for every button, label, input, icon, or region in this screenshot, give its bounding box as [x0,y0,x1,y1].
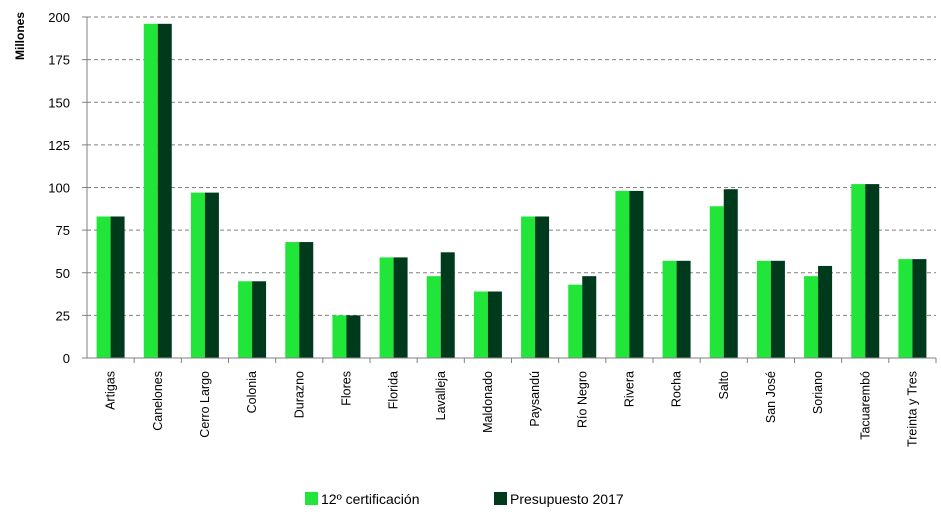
bar [770,260,785,358]
y-tick-label: 25 [56,308,70,323]
y-tick-label: 50 [56,266,70,281]
bar [393,257,408,358]
bar [379,257,394,358]
y-tick-label: 200 [48,10,70,25]
x-tick-label: Colonia [245,371,259,413]
x-tick-label: Treinta y Tres [905,371,919,447]
bar [285,242,300,358]
bar [851,184,866,358]
legend-label: Presupuesto 2017 [510,491,624,507]
bar [582,276,597,358]
bar [96,216,111,358]
y-tick-label: 0 [63,351,70,366]
legend-swatch [305,492,318,505]
x-tick-label: Canelones [151,371,165,431]
y-tick-label: 75 [56,223,70,238]
bar [756,260,771,358]
bar [818,265,833,358]
y-tick-label: 150 [48,95,70,110]
bar [865,184,880,358]
x-tick-label: Maldonado [481,371,495,433]
bar [190,192,205,358]
bar [204,192,219,358]
y-axis-label: Millones [13,12,27,60]
bar [629,190,644,358]
x-tick-label: Río Negro [575,371,589,428]
bar [568,284,583,358]
bar [332,315,347,358]
x-tick-label: Lavalleja [434,371,448,420]
legend-label: 12º certificación [321,491,420,507]
bar [615,190,630,358]
bar [709,206,724,358]
x-tick-label: Cerro Largo [198,371,212,438]
bar [487,291,502,358]
y-tick-label: 100 [48,181,70,196]
bar [157,23,172,358]
bar [804,276,819,358]
y-tick-label: 175 [48,53,70,68]
bar [912,259,927,358]
x-tick-label: Salto [717,371,731,400]
bar [440,252,455,358]
bar [521,216,536,358]
bar [473,291,488,358]
bar [535,216,550,358]
bar [346,315,361,358]
bar [238,281,253,358]
bar [252,281,267,358]
x-tick-label: Rocha [670,371,684,407]
x-tick-label: Florida [387,371,401,409]
x-tick-label: San José [764,371,778,423]
bar [723,189,738,358]
bar [143,23,158,358]
x-tick-label: Paysandú [528,371,542,427]
bar [676,260,691,358]
x-tick-label: Durazno [292,371,306,418]
x-tick-label: Artigas [104,371,118,410]
y-tick-label: 125 [48,138,70,153]
legend-swatch [494,492,507,505]
bar [299,242,314,358]
bar [662,260,677,358]
x-tick-label: Soriano [811,371,825,414]
legend: 12º certificación Presupuesto 2017 [305,491,624,507]
bar [110,216,125,358]
bar [426,276,441,358]
x-tick-label: Flores [339,371,353,406]
x-tick-label: Rivera [622,371,636,407]
bar [898,259,913,358]
x-tick-label: Tacuarembó [858,371,872,440]
